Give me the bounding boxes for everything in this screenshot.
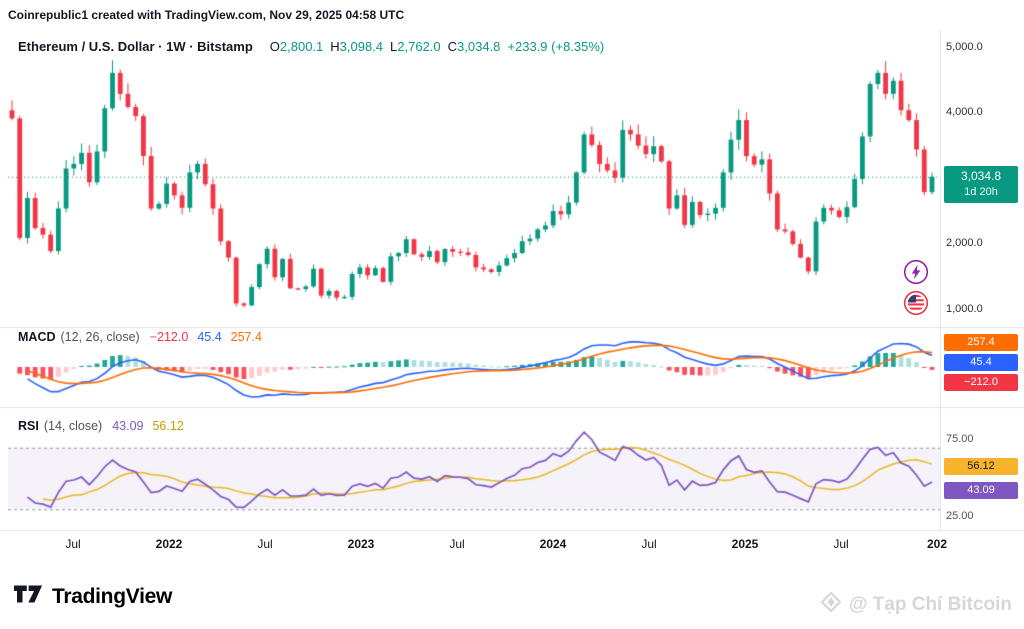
- time-tick: Jul: [641, 537, 657, 551]
- lightning-events-icon[interactable]: [903, 259, 929, 285]
- rsi-ma-badge: 56.12: [944, 458, 1018, 475]
- current-price-badge: 3,034.8 1d 20h: [944, 166, 1018, 203]
- time-tick: Jul: [65, 537, 81, 551]
- macd-indicator-header[interactable]: MACD (12, 26, close) −212.0 45.4 257.4: [18, 330, 271, 344]
- macd-hist-value: −212.0: [149, 330, 189, 344]
- macd-title: MACD: [18, 330, 56, 344]
- price-axis-label: 5,000.0: [946, 41, 983, 53]
- ohlc-low-value: 2,762.0: [397, 39, 441, 54]
- ohlc-open-label: O: [269, 39, 280, 54]
- ohlc-open-value: 2,800.1: [279, 39, 324, 54]
- watermark-text: @ Tạp Chí Bitcoin: [848, 594, 1012, 615]
- price-axis-label: 4,000.0: [946, 106, 983, 118]
- ohlc-change-value: +233.9 (+8.35%): [507, 39, 605, 54]
- tradingview-wordmark: TradingView: [52, 584, 173, 608]
- tradingview-logo[interactable]: TradingView: [12, 583, 172, 610]
- time-axis[interactable]: Jul 2022 Jul 2023 Jul 2024 Jul 2025 Jul …: [0, 537, 1024, 555]
- tradingview-logo-icon: [12, 583, 44, 610]
- attribution-text: Coinrepublic1 created with TradingView.c…: [8, 8, 405, 22]
- time-tick: 2025: [731, 537, 759, 551]
- ohlc-high-value: 3,098.4: [339, 39, 384, 54]
- ohlc-close-value: 3,034.8: [457, 39, 501, 54]
- rsi-title: RSI: [18, 419, 39, 433]
- rsi-params: (14, close): [43, 419, 103, 433]
- ohlc-low-label: L: [390, 39, 398, 54]
- macd-params: (12, 26, close): [60, 330, 140, 344]
- macd-signal-value: 257.4: [230, 330, 262, 344]
- site-watermark: @ Tạp Chí Bitcoin: [820, 591, 1012, 618]
- bar-countdown: 1d 20h: [964, 186, 998, 198]
- macd-signal-badge: 257.4: [944, 334, 1018, 351]
- ohlc-high-label: H: [330, 39, 340, 54]
- time-tick: Jul: [257, 537, 273, 551]
- rsi-axis-label: 75.00: [946, 433, 974, 445]
- price-axis-label: 1,000.0: [946, 303, 983, 315]
- time-tick: 2024: [539, 537, 567, 551]
- economic-calendar-flag-icon[interactable]: [903, 290, 929, 316]
- price-axis-label: 2,000.0: [946, 237, 983, 249]
- rsi-axis-label: 25.00: [946, 510, 974, 522]
- macd-line-value: 45.4: [197, 330, 222, 344]
- rsi-indicator-header[interactable]: RSI (14, close) 43.09 56.12: [18, 419, 193, 433]
- time-tick: Jul: [833, 537, 849, 551]
- time-tick: Jul: [449, 537, 465, 551]
- current-price-value: 3,034.8: [960, 169, 1002, 183]
- macd-line-badge: 45.4: [944, 354, 1018, 371]
- rsi-value-badge: 43.09: [944, 482, 1018, 499]
- macd-hist-badge: −212.0: [944, 374, 1018, 391]
- symbol-title: Ethereum / U.S. Dollar · 1W · Bitstamp: [18, 39, 253, 54]
- diamond-icon: [820, 591, 842, 618]
- rsi-ma-value: 56.12: [152, 419, 184, 433]
- time-tick: 2023: [347, 537, 375, 551]
- chart-legend[interactable]: Ethereum / U.S. Dollar · 1W · Bitstamp O…: [18, 39, 604, 54]
- rsi-value: 43.09: [112, 419, 144, 433]
- ohlc-close-label: C: [447, 39, 458, 54]
- time-tick: 2022: [155, 537, 183, 551]
- time-tick: 202: [926, 537, 948, 551]
